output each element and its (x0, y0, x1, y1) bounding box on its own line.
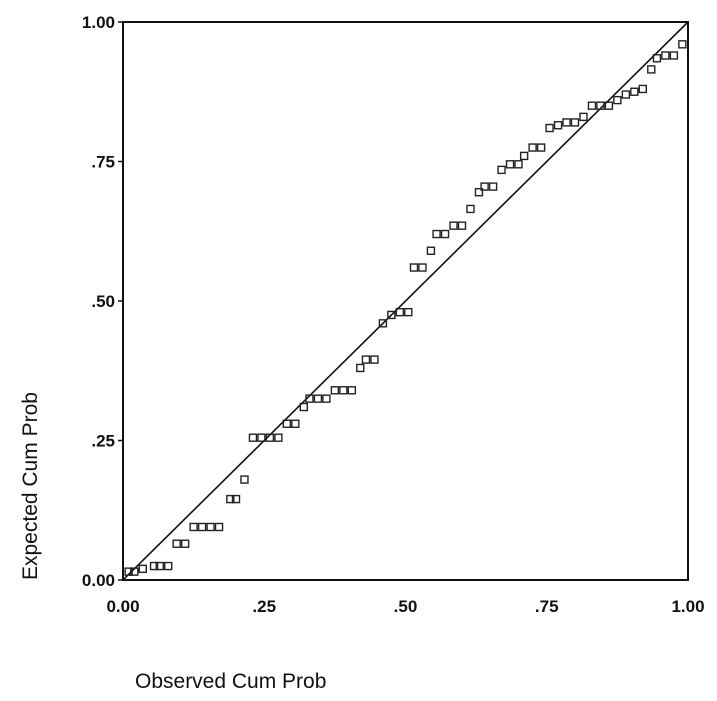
data-points (124, 40, 687, 576)
data-point (613, 95, 622, 105)
data-point (378, 319, 388, 328)
data-point (630, 87, 639, 96)
tick-labels: 0.00 .25 .50 .75 1.00 0.00 .25 .50 .75 1.00 (82, 13, 705, 616)
data-point (678, 40, 687, 49)
data-point (130, 567, 139, 576)
data-point (440, 229, 450, 239)
data-point (579, 112, 588, 122)
x-tick-label: 0.00 (106, 597, 139, 616)
data-point (339, 386, 348, 395)
data-point (197, 522, 207, 532)
data-point (432, 229, 441, 239)
data-point (248, 433, 258, 442)
data-point (669, 51, 679, 60)
data-point (409, 263, 419, 272)
data-point (528, 143, 537, 152)
y-tick-label: .50 (91, 292, 115, 311)
y-tick-label: 1.00 (82, 13, 115, 32)
data-point (480, 182, 489, 191)
data-point (647, 65, 656, 74)
data-point (370, 355, 379, 364)
data-point (206, 522, 215, 532)
data-point (474, 187, 484, 197)
data-point (562, 118, 571, 127)
data-point (172, 539, 181, 548)
data-point (257, 433, 266, 442)
data-point (596, 101, 605, 110)
data-point (313, 394, 323, 403)
data-point (180, 539, 190, 548)
data-point (305, 394, 314, 403)
data-point (519, 151, 529, 161)
data-point (155, 561, 164, 571)
data-point (226, 494, 235, 504)
data-point (497, 165, 506, 175)
x-tick-label: .50 (394, 597, 418, 616)
data-point (322, 394, 331, 403)
data-point (291, 419, 300, 428)
data-point (418, 263, 427, 272)
data-point (347, 386, 357, 395)
data-point (604, 101, 614, 110)
data-point (189, 522, 198, 532)
plot-frame (122, 21, 689, 581)
y-tick-label: 0.00 (82, 571, 115, 590)
data-point (330, 386, 340, 395)
data-point (214, 522, 224, 532)
x-axis-title: Observed Cum Prob (135, 670, 326, 693)
data-point (124, 567, 133, 576)
x-tick-label: 1.00 (671, 597, 704, 616)
data-point (457, 221, 467, 230)
data-point (231, 494, 241, 504)
data-point (652, 54, 662, 63)
data-point (621, 90, 631, 99)
data-point (265, 433, 275, 442)
data-point (356, 363, 365, 373)
data-point (505, 160, 515, 169)
y-tick-label: .75 (91, 153, 115, 172)
data-point (587, 101, 597, 110)
data-point (426, 246, 436, 255)
data-point (404, 307, 413, 317)
reference-line (122, 21, 689, 581)
data-point (387, 310, 396, 320)
x-tick-label: .25 (252, 597, 276, 616)
data-point (553, 121, 563, 130)
data-point (282, 419, 292, 428)
data-point (240, 475, 249, 484)
data-point (163, 561, 173, 571)
data-point (395, 307, 405, 317)
data-point (488, 182, 498, 191)
data-point (514, 160, 523, 169)
x-tick-label: .75 (535, 597, 559, 616)
data-point (638, 84, 647, 94)
y-tick-label: .25 (91, 432, 115, 451)
data-point (274, 433, 283, 442)
data-point (536, 143, 546, 152)
data-point (570, 118, 580, 127)
data-point (545, 123, 554, 133)
data-point (361, 355, 371, 364)
y-axis-title: Expected Cum Prob (19, 392, 42, 580)
data-point (661, 51, 670, 60)
data-point (449, 221, 458, 230)
data-point (299, 402, 308, 412)
data-point (466, 204, 475, 214)
data-point (138, 564, 147, 574)
data-point (149, 561, 159, 571)
